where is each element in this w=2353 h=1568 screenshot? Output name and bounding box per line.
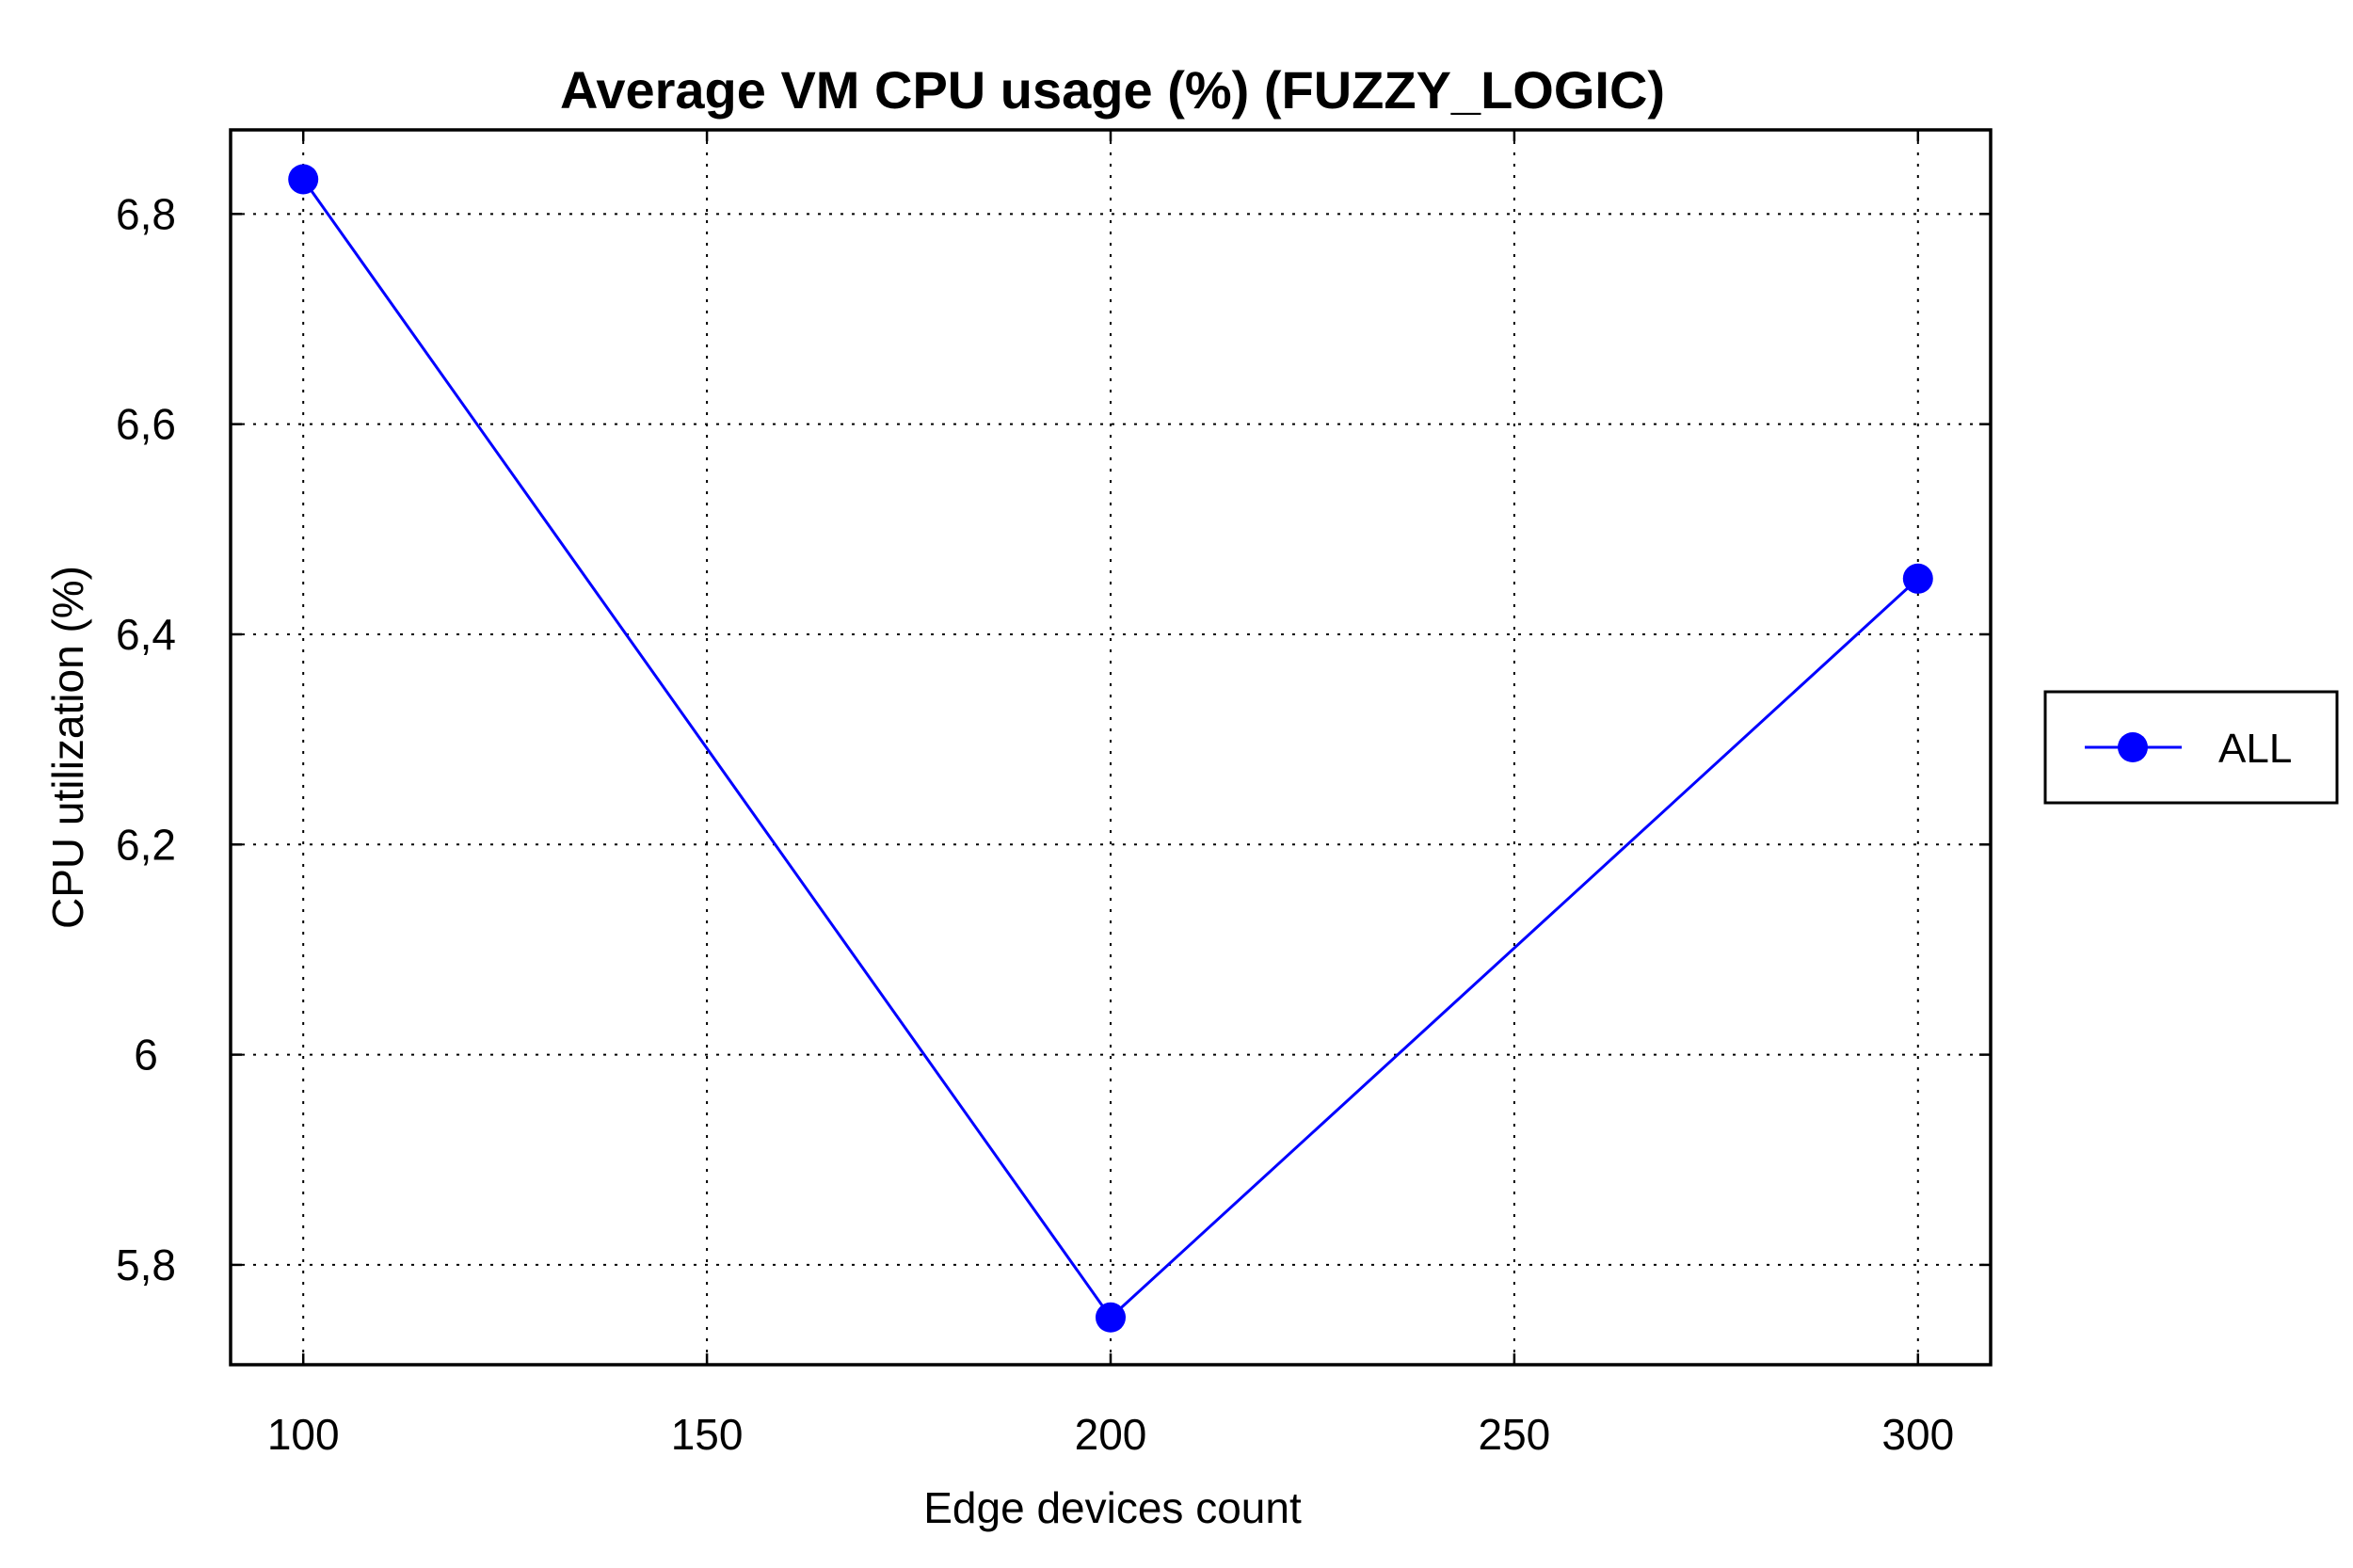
axis-ticks bbox=[231, 130, 1991, 1365]
y-axis-label: CPU utilization (%) bbox=[43, 566, 92, 929]
data-point bbox=[1902, 563, 1933, 594]
x-tick-label: 300 bbox=[1881, 1410, 1954, 1459]
x-tick-label: 250 bbox=[1479, 1410, 1551, 1459]
legend-marker-all bbox=[2118, 732, 2148, 762]
x-axis-label: Edge devices count bbox=[923, 1483, 1302, 1532]
x-axis-tick-labels: 100 150 200 250 300 bbox=[267, 1410, 1954, 1459]
x-tick-label: 150 bbox=[671, 1410, 744, 1459]
grid bbox=[231, 130, 1991, 1365]
y-tick-label: 6,8 bbox=[116, 189, 176, 238]
y-tick-label: 6,4 bbox=[116, 610, 176, 659]
data-point bbox=[288, 164, 319, 195]
legend: ALL bbox=[2043, 690, 2339, 805]
y-tick-label: 6 bbox=[134, 1031, 158, 1080]
y-tick-label: 6,6 bbox=[116, 400, 176, 449]
y-tick-label: 6,2 bbox=[116, 820, 176, 869]
y-axis-tick-labels: 5,8 6 6,2 6,4 6,6 6,8 bbox=[116, 189, 176, 1289]
data-point bbox=[1096, 1302, 1126, 1333]
legend-label-all: ALL bbox=[2218, 726, 2292, 772]
x-tick-label: 100 bbox=[267, 1410, 340, 1459]
x-tick-label: 200 bbox=[1075, 1410, 1147, 1459]
chart-title: Average VM CPU usage (%) (FUZZY_LOGIC) bbox=[560, 60, 1665, 120]
series-layer bbox=[288, 164, 1933, 1333]
y-tick-label: 5,8 bbox=[116, 1240, 176, 1289]
